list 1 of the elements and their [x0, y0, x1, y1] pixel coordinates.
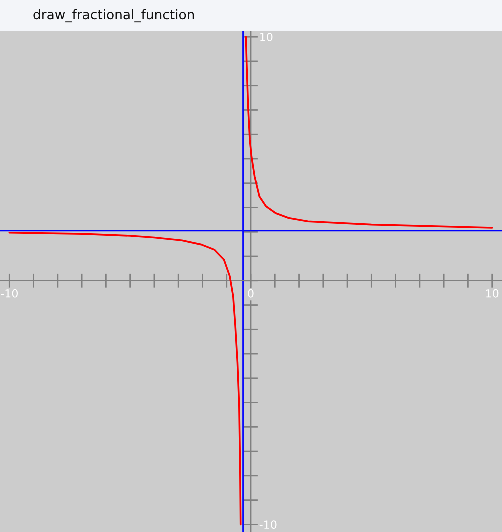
chart-title: draw_fractional_function — [34, 9, 194, 23]
